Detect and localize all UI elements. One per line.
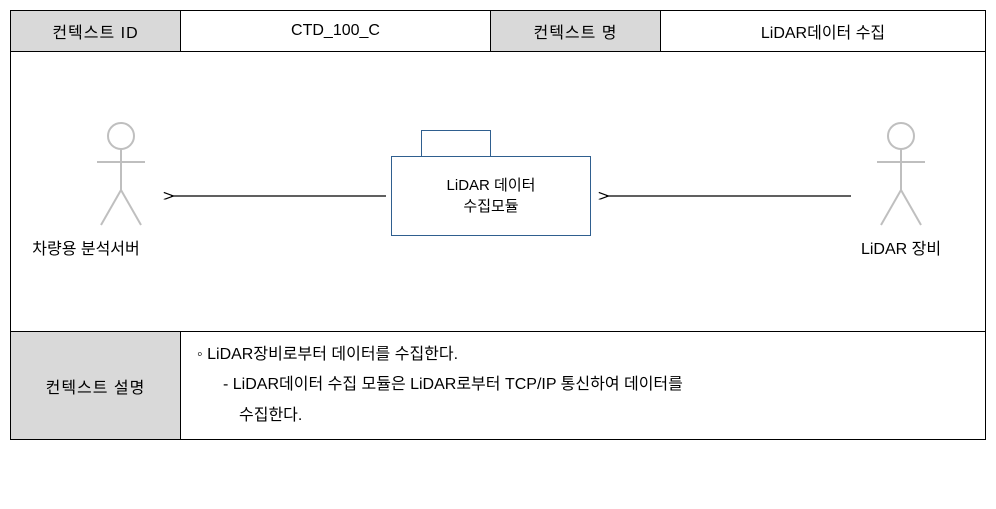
module-box: LiDAR 데이터 수집모듈	[391, 156, 591, 236]
context-id-value: CTD_100_C	[181, 11, 491, 52]
description-cell: ◦ LiDAR장비로부터 데이터를 수집한다. - LiDAR데이터 수집 모듈…	[181, 332, 986, 440]
desc-bullet-1: ◦ LiDAR장비로부터 데이터를 수집한다.	[197, 340, 975, 370]
actor-right	[871, 120, 931, 230]
actor-left-label: 차량용 분석서버	[6, 235, 166, 259]
context-table: 컨텍스트 ID CTD_100_C 컨텍스트 명 LiDAR데이터 수집 차량용…	[10, 10, 986, 440]
header-row: 컨텍스트 ID CTD_100_C 컨텍스트 명 LiDAR데이터 수집	[11, 11, 986, 52]
description-label: 컨텍스트 설명	[11, 332, 181, 440]
arrow-right	[606, 191, 851, 202]
module-line2: 수집모듈	[463, 198, 518, 215]
diagram-cell: 차량용 분석서버 LiDAR 장비 LiDAR 데이	[11, 52, 986, 332]
context-name-label: 컨텍스트 명	[491, 11, 661, 52]
stick-figure-icon	[871, 120, 931, 230]
stick-figure-icon	[91, 120, 151, 230]
actor-right-label: LiDAR 장비	[821, 235, 981, 259]
desc-bullet-2b: 수집한다.	[239, 401, 975, 431]
context-name-value: LiDAR데이터 수집	[661, 11, 986, 52]
diagram-canvas: 차량용 분석서버 LiDAR 장비 LiDAR 데이	[21, 60, 975, 323]
actor-left	[91, 120, 151, 230]
context-id-label: 컨텍스트 ID	[11, 11, 181, 52]
desc-bullet-2a: - LiDAR데이터 수집 모듈은 LiDAR로부터 TCP/IP 통신하여 데…	[223, 370, 975, 400]
arrow-left	[171, 191, 386, 202]
module-tab	[421, 130, 491, 156]
module-line1: LiDAR 데이터	[447, 177, 536, 194]
